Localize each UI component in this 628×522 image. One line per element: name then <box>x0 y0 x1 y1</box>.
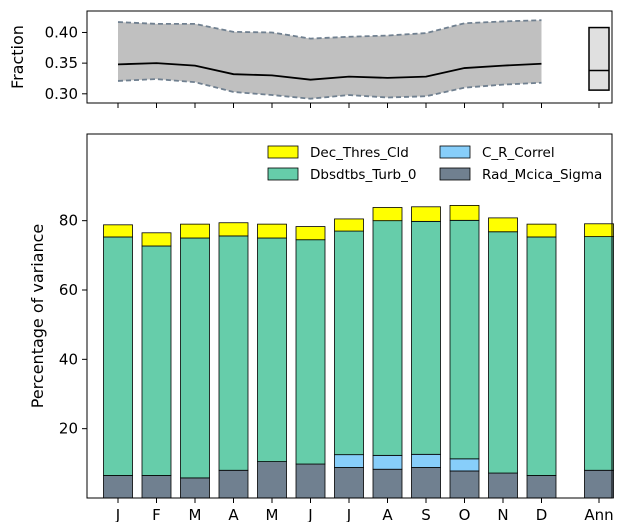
fraction-y-axis-label: Fraction <box>8 25 27 89</box>
legend-label: Rad_Mcica_Sigma <box>482 167 602 183</box>
bar-c-r-correl-a <box>372 454 403 470</box>
fraction-y-tick-label: 0.40 <box>45 23 78 41</box>
spread-band <box>118 20 542 99</box>
variance-y-tick-label: 40 <box>59 350 78 368</box>
bar-rad-mcica-sigma-f <box>141 475 172 499</box>
variance-x-tick-label: M <box>189 506 202 522</box>
bar-rad-mcica-sigma-d <box>526 475 557 499</box>
bar-dbsdtbs-turb-0-d <box>526 236 557 476</box>
bar-dbsdtbs-turb-0-n <box>488 231 518 474</box>
variance-x-axis: J F M A M J J A S O N D Ann <box>115 498 614 522</box>
legend-swatch <box>439 145 471 159</box>
bar-dbsdtbs-turb-0-m <box>180 237 210 479</box>
variance-x-tick-label: A <box>228 506 239 522</box>
bar-dec-thres-cld-j <box>334 218 364 232</box>
bar-dbsdtbs-turb-0-j <box>334 230 364 456</box>
bar-dec-thres-cld-j <box>295 226 326 241</box>
bar-dec-thres-cld-m <box>257 223 287 239</box>
variance-x-tick-label: Ann <box>584 506 613 522</box>
bar-dec-thres-cld-f <box>141 232 172 247</box>
bar-dbsdtbs-turb-0-m <box>257 237 287 463</box>
bar-rad-mcica-sigma-n <box>488 472 518 499</box>
bar-rad-mcica-sigma-o <box>449 470 480 499</box>
bar-dbsdtbs-turb-0-a <box>218 235 249 471</box>
bar-rad-mcica-sigma-s <box>411 467 441 499</box>
bar-dec-thres-cld-a <box>372 207 403 222</box>
legend-label: Dec_Thres_Cld <box>310 145 409 161</box>
bar-dbsdtbs-turb-0-s <box>411 220 441 455</box>
bar-dbsdtbs-turb-0-j <box>295 239 326 465</box>
bar-dbsdtbs-turb-0-f <box>141 245 172 476</box>
fraction-y-tick-label: 0.30 <box>45 85 78 103</box>
variance-x-tick-label: F <box>152 506 161 522</box>
bar-dec-thres-cld-j <box>103 224 133 238</box>
bar-dec-thres-cld-n <box>488 217 518 233</box>
variance-x-tick-label: O <box>459 506 471 522</box>
fraction-y-axis: 0.30 0.35 0.40 <box>45 23 600 108</box>
fraction-y-tick-label: 0.35 <box>45 54 78 72</box>
bar-dbsdtbs-turb-0-o <box>449 219 480 460</box>
bar-dec-thres-cld-o <box>449 205 480 221</box>
bar-dec-thres-cld-d <box>526 223 557 238</box>
bar-dec-thres-cld-a <box>218 222 249 237</box>
variance-y-tick-label: 20 <box>59 420 78 438</box>
bar-rad-mcica-sigma-m <box>257 461 287 499</box>
variance-y-tick-label: 60 <box>59 281 78 299</box>
bar-rad-mcica-sigma-a <box>372 468 403 499</box>
variance-bars <box>103 205 614 499</box>
bar-dec-thres-cld-ann <box>584 223 614 238</box>
bar-dbsdtbs-turb-0-j <box>103 236 133 476</box>
upper-bound-line <box>117 19 542 40</box>
bar-rad-mcica-sigma-ann <box>584 469 614 499</box>
fraction-panel: 0.30 0.35 0.40 Fraction <box>8 10 613 108</box>
variance-x-tick-label: J <box>307 506 312 522</box>
variance-x-tick-label: J <box>115 506 120 522</box>
bar-dbsdtbs-turb-0-ann <box>584 236 614 471</box>
bar-dec-thres-cld-m <box>180 223 210 239</box>
mean-line <box>117 62 542 81</box>
variance-x-tick-label: A <box>382 506 393 522</box>
bar-dec-thres-cld-s <box>411 206 441 222</box>
variance-x-tick-label: J <box>346 506 351 522</box>
lower-bound-line <box>117 78 542 100</box>
legend-swatch <box>267 145 299 159</box>
fraction-plot-area <box>117 19 610 100</box>
bar-rad-mcica-sigma-j <box>334 467 364 499</box>
variance-panel: 20 40 60 80 J F M A M J J A S O N D Ann Percentage of v… <box>28 133 614 522</box>
bar-rad-mcica-sigma-j <box>295 463 326 499</box>
variance-x-tick-label: N <box>497 506 508 522</box>
legend: Dec_Thres_Cld C_R_Correl Dbsdtbs_Turb_0 Rad… <box>267 145 602 183</box>
legend-label: C_R_Correl <box>482 145 555 161</box>
legend-label: Dbsdtbs_Turb_0 <box>310 167 416 183</box>
bar-c-r-correl-s <box>411 453 441 468</box>
variance-y-tick-label: 80 <box>59 212 78 230</box>
bar-c-r-correl-j <box>334 454 364 468</box>
bar-dbsdtbs-turb-0-a <box>372 220 403 456</box>
variance-x-tick-label: D <box>536 506 548 522</box>
bar-rad-mcica-sigma-m <box>180 477 210 499</box>
bar-rad-mcica-sigma-a <box>218 469 249 499</box>
variance-y-axis-label: Percentage of variance <box>28 224 47 408</box>
bar-c-r-correl-o <box>449 458 480 472</box>
legend-swatch <box>439 167 471 181</box>
variance-x-tick-label: S <box>421 506 431 522</box>
annual-range-box <box>588 26 610 91</box>
variance-y-axis: 20 40 60 80 <box>59 212 87 438</box>
bar-rad-mcica-sigma-j <box>103 475 133 499</box>
legend-swatch <box>267 167 299 181</box>
variance-x-tick-label: M <box>266 506 279 522</box>
